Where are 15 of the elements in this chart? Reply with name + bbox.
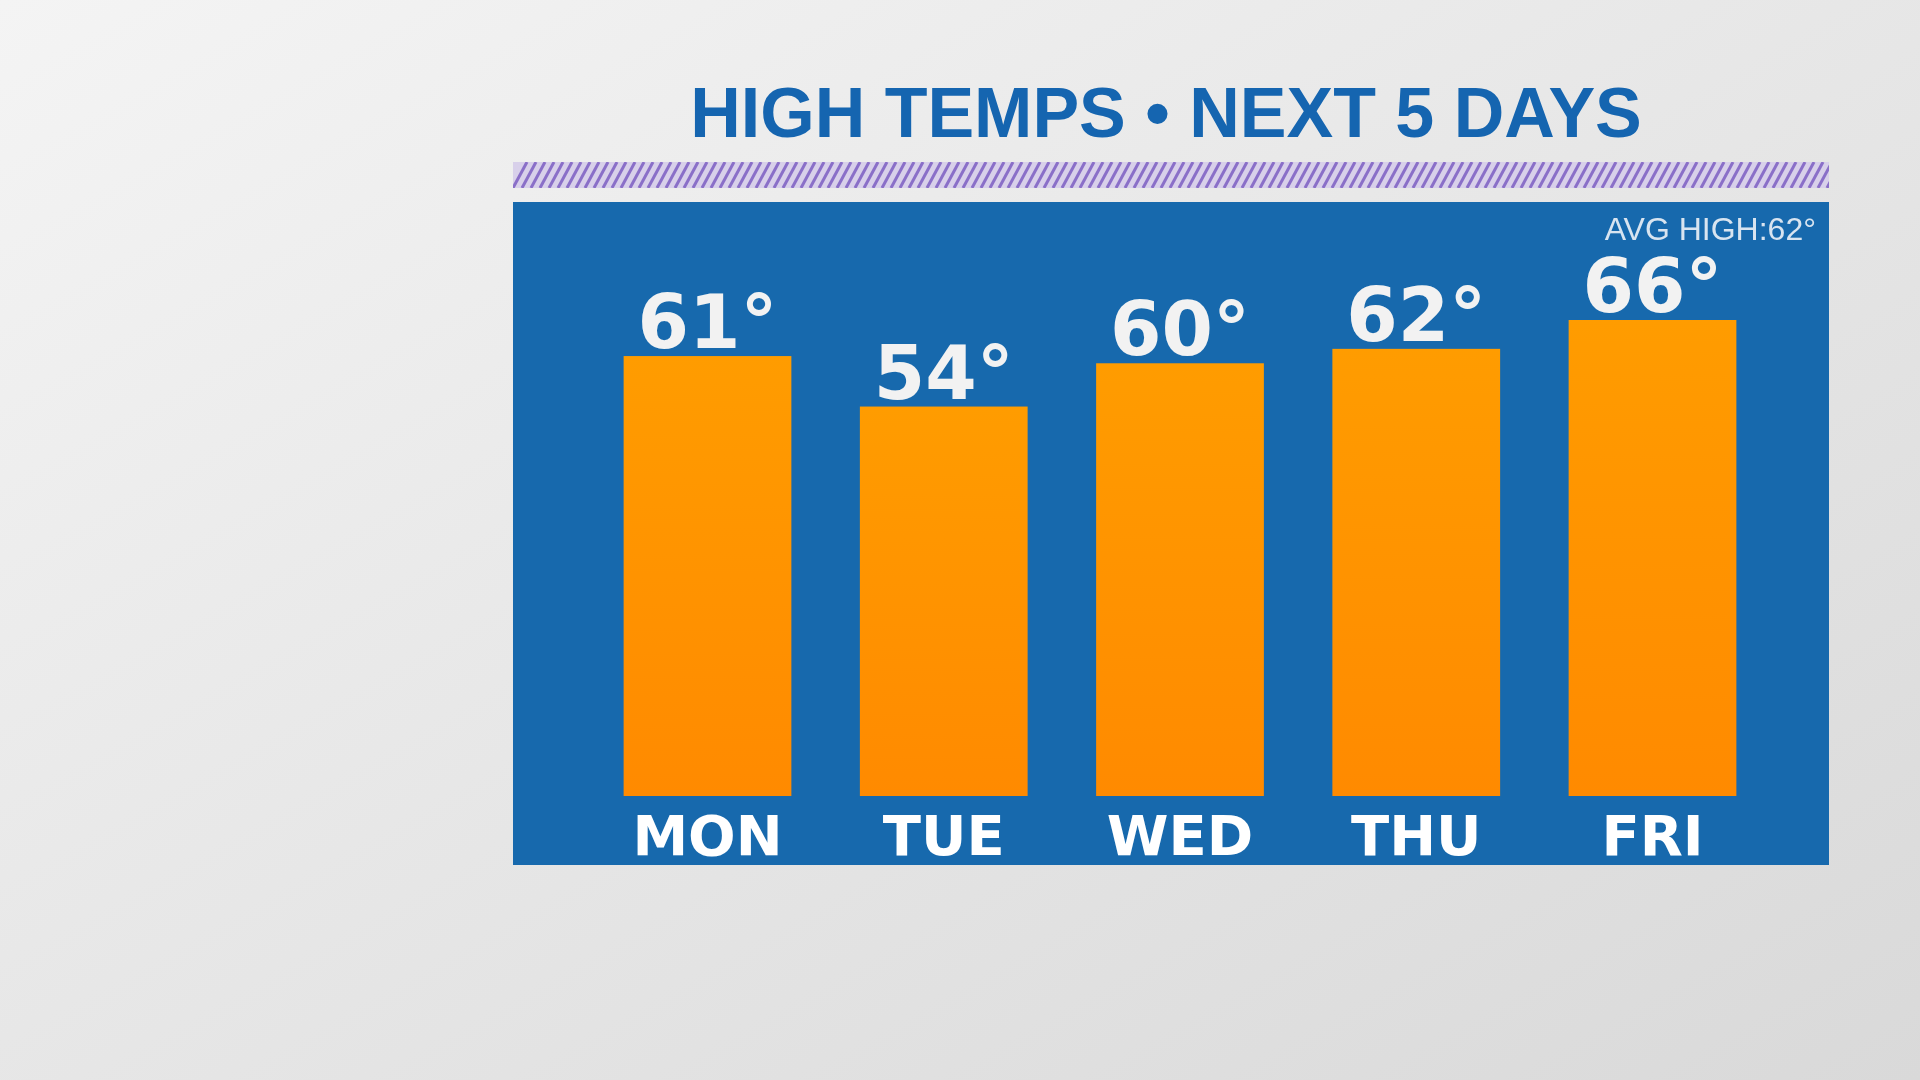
x-tick-label: TUE (882, 803, 1005, 868)
data-label: 62° (1346, 271, 1487, 358)
data-label: 61° (637, 279, 778, 366)
bar (623, 356, 792, 796)
bar (1096, 363, 1264, 796)
x-tick-label: MON (632, 803, 783, 868)
chart-title: HIGH TEMPS • NEXT 5 DAYS (690, 74, 1642, 152)
data-label: 60° (1110, 286, 1250, 373)
x-tick-label: FRI (1601, 803, 1704, 868)
data-label: 54° (873, 329, 1014, 416)
bar (859, 406, 1028, 796)
bar (1332, 348, 1501, 796)
bar (1568, 320, 1737, 796)
x-tick-label: WED (1106, 803, 1254, 868)
x-tick-label: THU (1350, 803, 1482, 868)
